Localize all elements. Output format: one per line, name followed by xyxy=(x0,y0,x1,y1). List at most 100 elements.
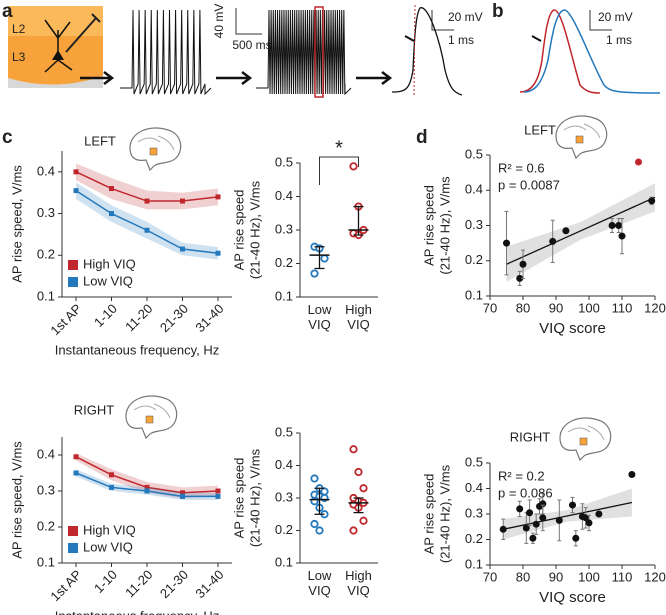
y-tick-label: 0.1 xyxy=(465,287,483,302)
point xyxy=(73,470,79,476)
scale-label: 40 mV xyxy=(212,4,226,39)
x-axis-label: Instantaneous frequency, Hz xyxy=(55,342,220,357)
panel-label: a xyxy=(2,1,13,22)
panel-label: c xyxy=(2,127,13,148)
point xyxy=(315,526,324,535)
threshold-line xyxy=(413,4,416,96)
y-tick-label: 0.2 xyxy=(37,247,55,262)
y-axis-label: (21-40 Hz), V/ms xyxy=(247,448,262,547)
y-axis-label: AP rise speed xyxy=(421,474,436,555)
point xyxy=(516,505,524,513)
scale-label: 20 mV xyxy=(448,10,483,24)
legend-swatch xyxy=(68,260,78,270)
x-tick-label: 1st AP xyxy=(47,567,84,604)
layer-band xyxy=(8,6,103,36)
y-tick-label: 0.4 xyxy=(275,188,293,203)
point xyxy=(585,519,593,527)
x-tick-label: 31-40 xyxy=(192,301,226,335)
x-tick-label: 1-10 xyxy=(91,301,120,330)
ap-trace xyxy=(391,7,463,96)
chart-title: LEFT xyxy=(524,122,556,137)
annotation: p = 0.086 xyxy=(498,485,553,500)
brain-region xyxy=(149,147,158,156)
point xyxy=(180,198,185,204)
x-tick-label: 21-30 xyxy=(157,567,191,601)
point xyxy=(109,186,114,192)
ap-trace xyxy=(519,9,601,94)
x-tick-label: 90 xyxy=(549,300,563,315)
y-tick-label: 0.3 xyxy=(275,489,293,504)
point xyxy=(516,274,524,282)
confidence-band xyxy=(76,163,218,210)
scale-label: 500 ms xyxy=(232,38,271,52)
x-tick-label: 11-20 xyxy=(122,301,155,334)
y-tick-label: 0.5 xyxy=(465,454,483,469)
point xyxy=(526,509,534,517)
y-tick-label: 0.3 xyxy=(37,205,55,220)
y-tick-label: 0.2 xyxy=(275,522,293,537)
chart-title: RIGHT xyxy=(510,429,551,444)
y-tick-label: 0.4 xyxy=(275,457,293,472)
point xyxy=(73,188,79,194)
y-tick-label: 0.3 xyxy=(37,482,55,497)
x-tick-label: 90 xyxy=(549,569,563,584)
legend-label: Low VIQ xyxy=(83,273,133,288)
point xyxy=(359,484,368,493)
point xyxy=(628,470,636,478)
point xyxy=(73,454,79,460)
arrow xyxy=(216,71,253,85)
y-axis-label: AP rise speed, V/ms xyxy=(9,165,24,283)
spike-train xyxy=(256,9,352,96)
legend-label: Low VIQ xyxy=(83,539,133,554)
y-tick-label: 0.5 xyxy=(275,424,293,439)
scale-bar xyxy=(589,10,612,31)
x-tick-label: 1-10 xyxy=(91,567,120,596)
legend-label: High VIQ xyxy=(83,522,136,537)
x-tick-label: 120 xyxy=(644,300,666,315)
x-tick-label: 31-40 xyxy=(192,567,226,601)
significance-label: * xyxy=(335,137,343,159)
x-tick-label: 1st AP xyxy=(47,301,84,338)
confidence-band xyxy=(506,183,655,282)
x-tick-label: 110 xyxy=(612,300,633,315)
y-tick-label: 0.2 xyxy=(275,255,293,270)
soma xyxy=(52,50,64,60)
point xyxy=(569,501,576,509)
point xyxy=(529,534,537,542)
y-tick-label: 0.5 xyxy=(465,146,483,161)
chart-title: RIGHT xyxy=(74,402,115,417)
point xyxy=(608,222,616,229)
legend-label: High VIQ xyxy=(83,256,136,271)
brain-icon xyxy=(563,123,601,139)
point xyxy=(109,484,114,490)
x-tick-label: Low VIQ xyxy=(308,568,332,598)
panel-label: d xyxy=(416,127,428,148)
point xyxy=(555,516,563,524)
point xyxy=(215,493,221,499)
point xyxy=(582,514,590,522)
point xyxy=(215,194,221,200)
x-tick-label: 100 xyxy=(578,569,600,584)
spike-train xyxy=(120,9,212,96)
fit-line xyxy=(503,501,633,530)
error-bar xyxy=(353,497,364,514)
x-tick-label: 110 xyxy=(612,569,633,584)
y-axis-label: AP rise speed xyxy=(421,185,436,266)
x-tick-label: 80 xyxy=(516,300,530,315)
scale-bar xyxy=(235,8,262,35)
point xyxy=(320,254,329,263)
pipette xyxy=(65,13,101,53)
y-tick-label: 0.4 xyxy=(37,446,55,461)
y-tick-label: 0.1 xyxy=(465,556,483,571)
x-tick-label: 21-30 xyxy=(157,301,191,335)
y-axis-label: (21-40 Hz), V/ms xyxy=(437,176,452,275)
point xyxy=(109,211,114,217)
x-tick-label: 120 xyxy=(644,569,666,584)
point xyxy=(144,488,150,494)
arrow xyxy=(531,35,542,42)
x-tick-label: High VIQ xyxy=(345,302,372,332)
brain-icon xyxy=(137,135,175,151)
point xyxy=(618,232,626,240)
y-tick-label: 0.4 xyxy=(37,163,55,178)
